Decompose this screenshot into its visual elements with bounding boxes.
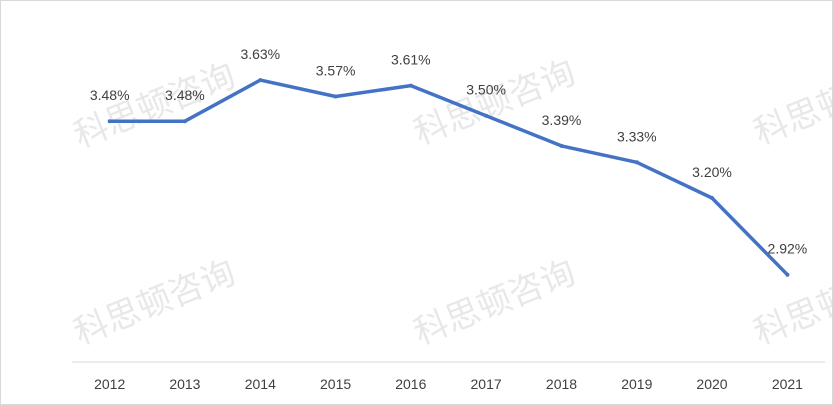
data-label: 3.61%	[391, 52, 431, 68]
watermark-text: 科思顿咨询	[68, 253, 241, 354]
data-label: 3.50%	[466, 82, 506, 98]
data-label: 3.48%	[90, 87, 130, 103]
data-label: 2.92%	[768, 241, 808, 257]
x-tick-label: 2020	[696, 376, 727, 392]
data-label: 3.63%	[240, 46, 280, 62]
x-tick-label: 2021	[772, 376, 803, 392]
x-tick-label: 2019	[621, 376, 652, 392]
x-tick-label: 2013	[169, 376, 200, 392]
data-point	[785, 272, 790, 277]
data-point	[182, 119, 187, 124]
data-point	[333, 94, 338, 99]
data-label: 3.39%	[542, 112, 582, 128]
watermark-text: 科思顿咨询	[748, 253, 833, 354]
data-label: 3.48%	[165, 87, 205, 103]
data-point	[258, 78, 263, 83]
watermark-text: 科思顿咨询	[408, 253, 581, 354]
watermark-text: 科思顿咨询	[408, 53, 581, 154]
x-tick-label: 2015	[320, 376, 351, 392]
data-point	[107, 119, 112, 124]
watermark-text: 科思顿咨询	[748, 53, 833, 154]
data-point	[559, 143, 564, 148]
data-label: 3.20%	[692, 164, 732, 180]
x-tick-label: 2014	[245, 376, 276, 392]
data-point	[634, 160, 639, 165]
series-line	[107, 78, 790, 277]
data-point	[484, 113, 489, 118]
x-tick-label: 2018	[546, 376, 577, 392]
x-tick-label: 2016	[395, 376, 426, 392]
data-point	[408, 83, 413, 88]
x-tick-label: 2012	[94, 376, 125, 392]
data-point	[710, 196, 714, 200]
data-label: 3.57%	[316, 63, 356, 79]
data-label: 3.33%	[617, 128, 657, 144]
x-tick-label: 2017	[471, 376, 502, 392]
